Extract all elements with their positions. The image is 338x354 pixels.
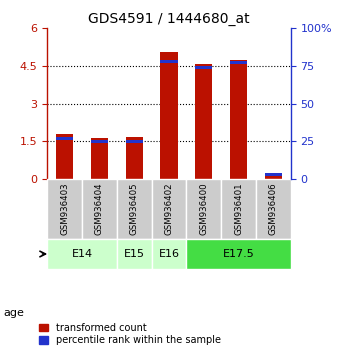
Text: GSM936402: GSM936402 [165,183,173,235]
Text: E15: E15 [124,249,145,259]
Bar [125,139,143,143]
Bar [265,173,282,179]
Bar [91,138,108,179]
Text: E14: E14 [72,249,93,259]
Text: age: age [3,308,24,318]
Bar [186,179,221,239]
Text: GSM936404: GSM936404 [95,183,104,235]
Legend: transformed count, percentile rank within the sample: transformed count, percentile rank withi… [35,319,224,349]
Text: E17.5: E17.5 [223,249,255,259]
Bar [56,137,73,141]
Bar [256,179,291,239]
Bar [221,179,256,239]
Bar [230,61,247,64]
Text: GSM936400: GSM936400 [199,183,208,235]
Text: GSM936403: GSM936403 [60,183,69,235]
Text: GSM936406: GSM936406 [269,183,278,235]
Bar [56,134,73,179]
Bar [265,173,282,176]
Bar [117,179,152,239]
Bar [195,64,213,179]
Bar [160,52,178,179]
Bar [160,60,178,63]
Text: E16: E16 [159,249,179,259]
Bar [152,239,186,269]
Title: GDS4591 / 1444680_at: GDS4591 / 1444680_at [88,12,250,26]
Bar [152,179,186,239]
Bar [91,139,108,143]
Bar [230,60,247,179]
Bar [117,239,152,269]
Bar [47,179,82,239]
Bar [47,239,117,269]
Bar [186,239,291,269]
Text: GSM936401: GSM936401 [234,183,243,235]
Bar [82,179,117,239]
Text: GSM936405: GSM936405 [130,183,139,235]
Bar [125,137,143,179]
Bar [195,66,213,69]
